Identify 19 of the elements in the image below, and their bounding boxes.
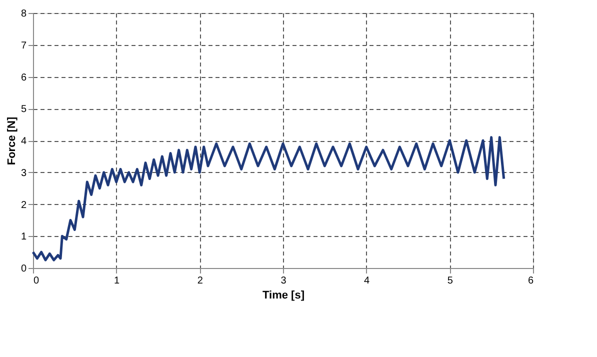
y-tick-label: 2 [20,200,27,211]
x-axis-title: Time [s] [262,290,305,302]
y-tick-label: 0 [20,264,27,274]
x-tick-label: 4 [364,276,370,286]
y-tick-label: 3 [20,168,27,179]
y-tick-label: 7 [20,40,27,52]
x-tick-label: 6 [528,276,534,286]
x-tick-label: 2 [197,276,204,286]
x-tick-label: 1 [114,276,120,286]
y-tick-label: 4 [20,136,27,147]
x-tick-label: 5 [447,276,454,286]
y-tick-label: 1 [20,232,27,243]
y-tick-label: 5 [20,104,27,116]
x-tick-label: 3 [280,276,287,286]
y-tick-label: 8 [20,8,27,20]
line-series [32,136,506,262]
y-tick-label: 6 [20,72,27,84]
y-axis-title: Force [N] [6,116,18,166]
x-tick-label: 0 [34,276,40,286]
